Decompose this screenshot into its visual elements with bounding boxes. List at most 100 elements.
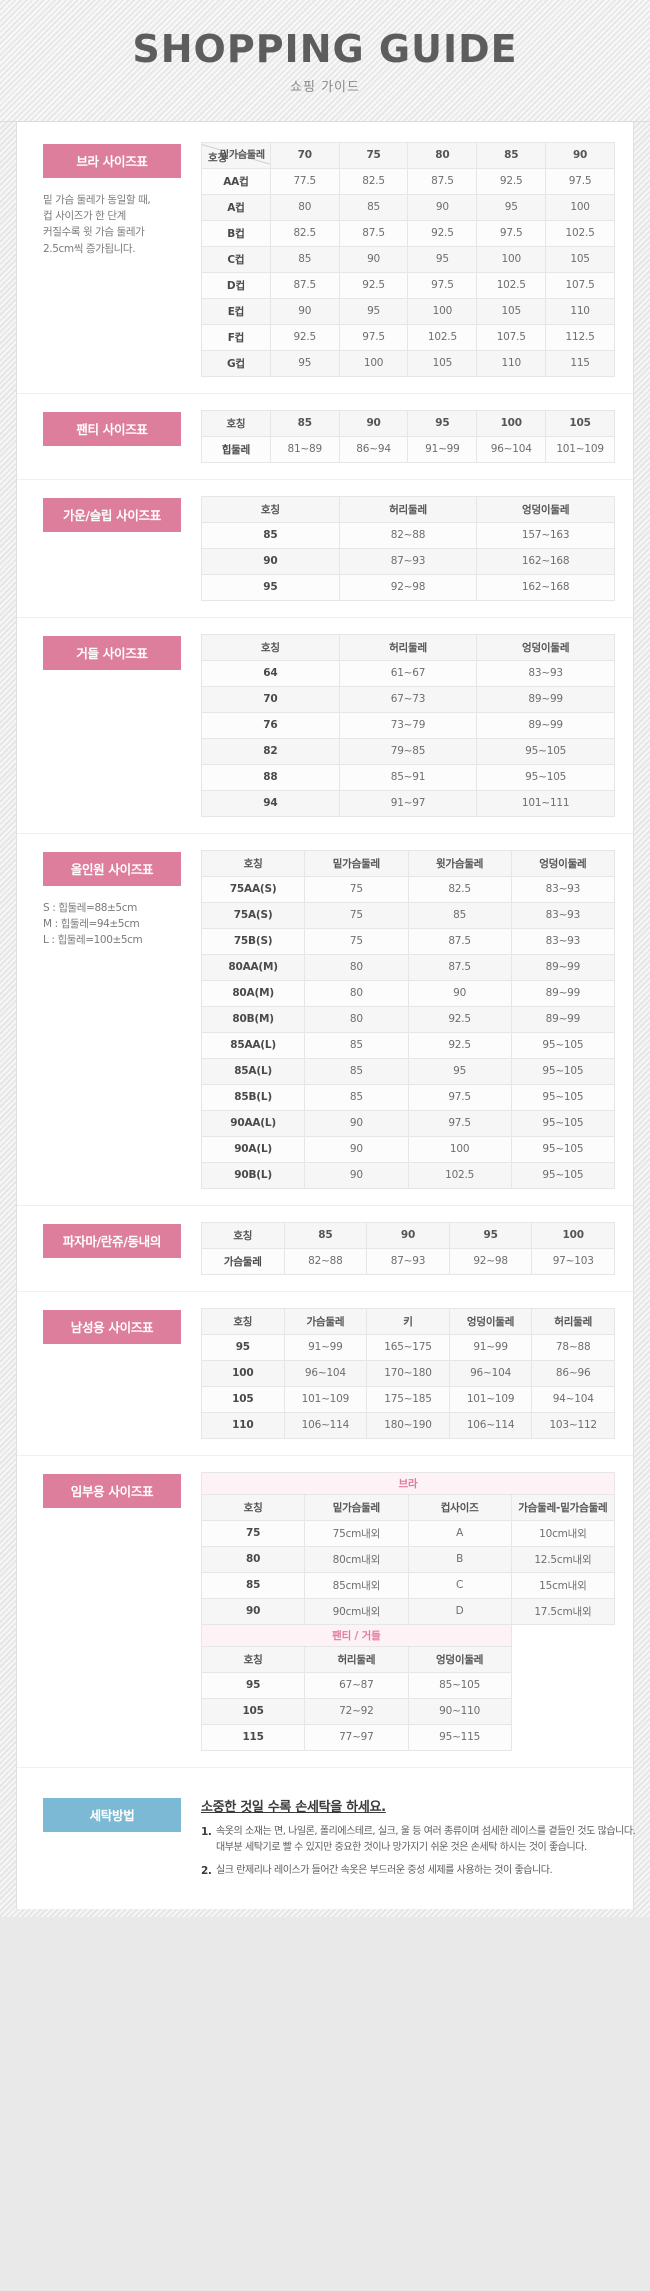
- row-label: 85AA(L): [200, 1031, 306, 1059]
- washing-item-line: 대부분 세탁기로 빨 수 있지만 중요한 것이나 망가지기 쉬운 것은 손세탁 …: [216, 1841, 587, 1853]
- table-row: 85 82~88 157~163: [201, 521, 615, 549]
- table-cell: 100: [407, 1135, 512, 1163]
- table-row: 80AA(M) 80 87.5 89~99: [200, 953, 616, 981]
- table-cell: 78~88: [531, 1333, 615, 1361]
- col-header: 70: [269, 141, 340, 169]
- mens-table-wrap: 호칭 가슴둘레 키 엉덩이둘레 허리둘레 95 91~99 165~175 91~99 78~8…: [191, 1307, 615, 1439]
- corner-top-right-label: 밑가슴둘레: [219, 149, 265, 161]
- table-row: 80B(M) 80 92.5 89~99: [200, 1005, 616, 1033]
- table-cell: 85~91: [338, 763, 478, 791]
- badge-all-in-one: 올인원 사이즈표: [43, 851, 181, 886]
- table-cell: 87.5: [407, 927, 512, 955]
- table-row: A컵 80 85 90 95 100: [201, 193, 615, 221]
- table-cell: 95~105: [510, 1057, 616, 1085]
- table-cell: 106~114: [448, 1411, 533, 1439]
- table-cell: 92.5: [407, 1031, 512, 1059]
- girdle-side: 거들 사이즈표: [17, 634, 191, 670]
- table-cell: 80: [304, 1005, 409, 1033]
- table-cell: 82~88: [283, 1247, 368, 1275]
- table-row: 75 75cm내외 A 10cm내외: [200, 1519, 616, 1547]
- table-cell: 95~105: [510, 1031, 616, 1059]
- table-cell: 110: [545, 297, 615, 325]
- table-cell: 101~109: [283, 1385, 368, 1413]
- row-label: B컵: [201, 219, 271, 247]
- row-label: 88: [201, 763, 340, 791]
- table-cell: 92.5: [407, 1005, 512, 1033]
- section-panty: 팬티 사이즈표 호칭 85 90 95 100 105 힙둘레 81~89 86~94 91~9…: [17, 394, 633, 480]
- table-cell: 107.5: [545, 271, 615, 299]
- row-label: 80: [200, 1545, 306, 1573]
- table-cell: 90cm내외: [304, 1597, 409, 1625]
- all-in-one-size-table: 호칭 밑가슴둘레 윗가슴둘레 엉덩이둘레 75AA(S) 75 82.5 83~93 75A(…: [200, 849, 616, 1189]
- table-cell: 67~73: [338, 685, 478, 713]
- section-pajama: 파자마/란쥬/동내의 호칭 85 90 95 100 가슴둘레 82~88 87~93 92~…: [17, 1206, 633, 1292]
- table-cell: A: [407, 1519, 512, 1547]
- table-cell: 85: [338, 193, 409, 221]
- maternity-panty-band: 팬티 / 거들: [201, 1623, 512, 1647]
- table-cell: 92.5: [269, 323, 340, 351]
- col-header: 85: [269, 409, 340, 437]
- row-label: 85B(L): [200, 1083, 306, 1111]
- table-cell: 107.5: [476, 323, 547, 351]
- table-header-row: 호칭 밑가슴둘레 컵사이즈 가슴둘레-밑가슴둘레: [200, 1493, 616, 1521]
- table-cell: 95: [338, 297, 409, 325]
- row-label: 105: [200, 1697, 306, 1725]
- shopping-guide-page: SHOPPING GUIDE 쇼핑 가이드 브라 사이즈표 밑 가슴 둘레가 동…: [0, 0, 650, 1917]
- corner-bottom-left-label: 호칭: [208, 151, 227, 164]
- table-row: 94 91~97 101~111: [201, 789, 615, 817]
- col-header: 허리둘레: [338, 495, 478, 523]
- table-cell: 12.5cm내외: [510, 1545, 616, 1573]
- row-label: 80B(M): [200, 1005, 306, 1033]
- washing-item-line: 실크 란제리나 레이스가 들어간 속옷은 부드러운 중성 세제를 사용하는 것이…: [216, 1864, 553, 1876]
- table-cell: 95: [407, 245, 478, 273]
- badge-mens: 남성용 사이즈표: [43, 1309, 181, 1344]
- section-washing: 세탁방법 소중한 것일 수록 손세탁을 하세요. 1. 속옷의 소재는 면, 나일…: [17, 1778, 636, 1909]
- table-cell: 86~94: [338, 435, 409, 463]
- table-row: AA컵 77.5 82.5 87.5 92.5 97.5: [201, 167, 615, 195]
- table-cell: 89~99: [510, 1005, 616, 1033]
- row-label: 75B(S): [200, 927, 306, 955]
- table-cell: 85cm내외: [304, 1571, 409, 1599]
- table-cell: 97.5: [407, 1109, 512, 1137]
- table-cell: 91~97: [338, 789, 478, 817]
- table-cell: 94~104: [531, 1385, 615, 1413]
- pajama-table-body: 가슴둘레 82~88 87~93 92~98 97~103: [201, 1247, 615, 1275]
- table-cell: 95~105: [510, 1109, 616, 1137]
- table-header-row: 밑가슴둘레 호칭 70 75 80 85 90: [201, 141, 615, 169]
- badge-girdle: 거들 사이즈표: [43, 635, 181, 670]
- table-cell: 97.5: [407, 271, 478, 299]
- bra-note-line: 커질수록 윗 가슴 둘레가: [43, 226, 145, 239]
- col-header: 키: [366, 1307, 450, 1335]
- table-cell: 95: [269, 349, 340, 377]
- allinone-note-line: L : 힙둘레=100±5cm: [43, 934, 143, 947]
- table-cell: 92.5: [338, 271, 409, 299]
- washing-item-number: 1.: [201, 1825, 212, 1838]
- col-header: 호칭: [200, 1645, 306, 1673]
- col-header: 밑가슴둘레: [304, 849, 409, 877]
- col-header: 100: [531, 1221, 615, 1249]
- washing-item: 2. 실크 란제리나 레이스가 들어간 속옷은 부드러운 중성 세제를 사용하는 …: [201, 1863, 635, 1880]
- table-row: 115 77~97 95~115: [200, 1723, 615, 1751]
- bra-side: 브라 사이즈표 밑 가슴 둘레가 동일할 때, 컵 사이즈가 한 단계 커질수록…: [17, 142, 191, 257]
- table-cell: 102.5: [407, 323, 478, 351]
- col-header: 호칭: [201, 495, 340, 523]
- allinone-side: 올인원 사이즈표 S : 힙둘레=88±5cm M : 힙둘레=94±5cm L…: [17, 850, 191, 949]
- panty-side: 팬티 사이즈표: [17, 410, 191, 446]
- table-row: G컵 95 100 105 110 115: [201, 349, 615, 377]
- row-label: 64: [201, 659, 340, 687]
- table-header-row: 호칭 가슴둘레 키 엉덩이둘레 허리둘레: [201, 1307, 615, 1335]
- table-cell: 102.5: [407, 1161, 512, 1189]
- col-header: 엉덩이둘레: [448, 1307, 533, 1335]
- table-cell: 75cm내외: [304, 1519, 409, 1547]
- girdle-table-body: 64 61~67 83~93 70 67~73 89~99 76 73~79 89~99 82 79…: [201, 659, 615, 817]
- table-row: 95 92~98 162~168: [201, 573, 615, 601]
- table-row: 75B(S) 75 87.5 83~93: [200, 927, 616, 955]
- table-row: 힙둘레 81~89 86~94 91~99 96~104 101~109: [201, 435, 615, 463]
- table-header-row: 호칭 허리둘레 엉덩이둘레: [200, 1645, 615, 1673]
- table-cell: 89~99: [510, 953, 616, 981]
- washing-item-line: 속옷의 소재는 면, 나일론, 폴리에스테르, 실크, 울 등 여러 종류이며 …: [216, 1825, 636, 1837]
- row-label: 힙둘레: [201, 435, 271, 463]
- table-header-row: 호칭 허리둘레 엉덩이둘레: [201, 633, 615, 661]
- table-row: B컵 82.5 87.5 92.5 97.5 102.5: [201, 219, 615, 247]
- table-cell: 97.5: [476, 219, 547, 247]
